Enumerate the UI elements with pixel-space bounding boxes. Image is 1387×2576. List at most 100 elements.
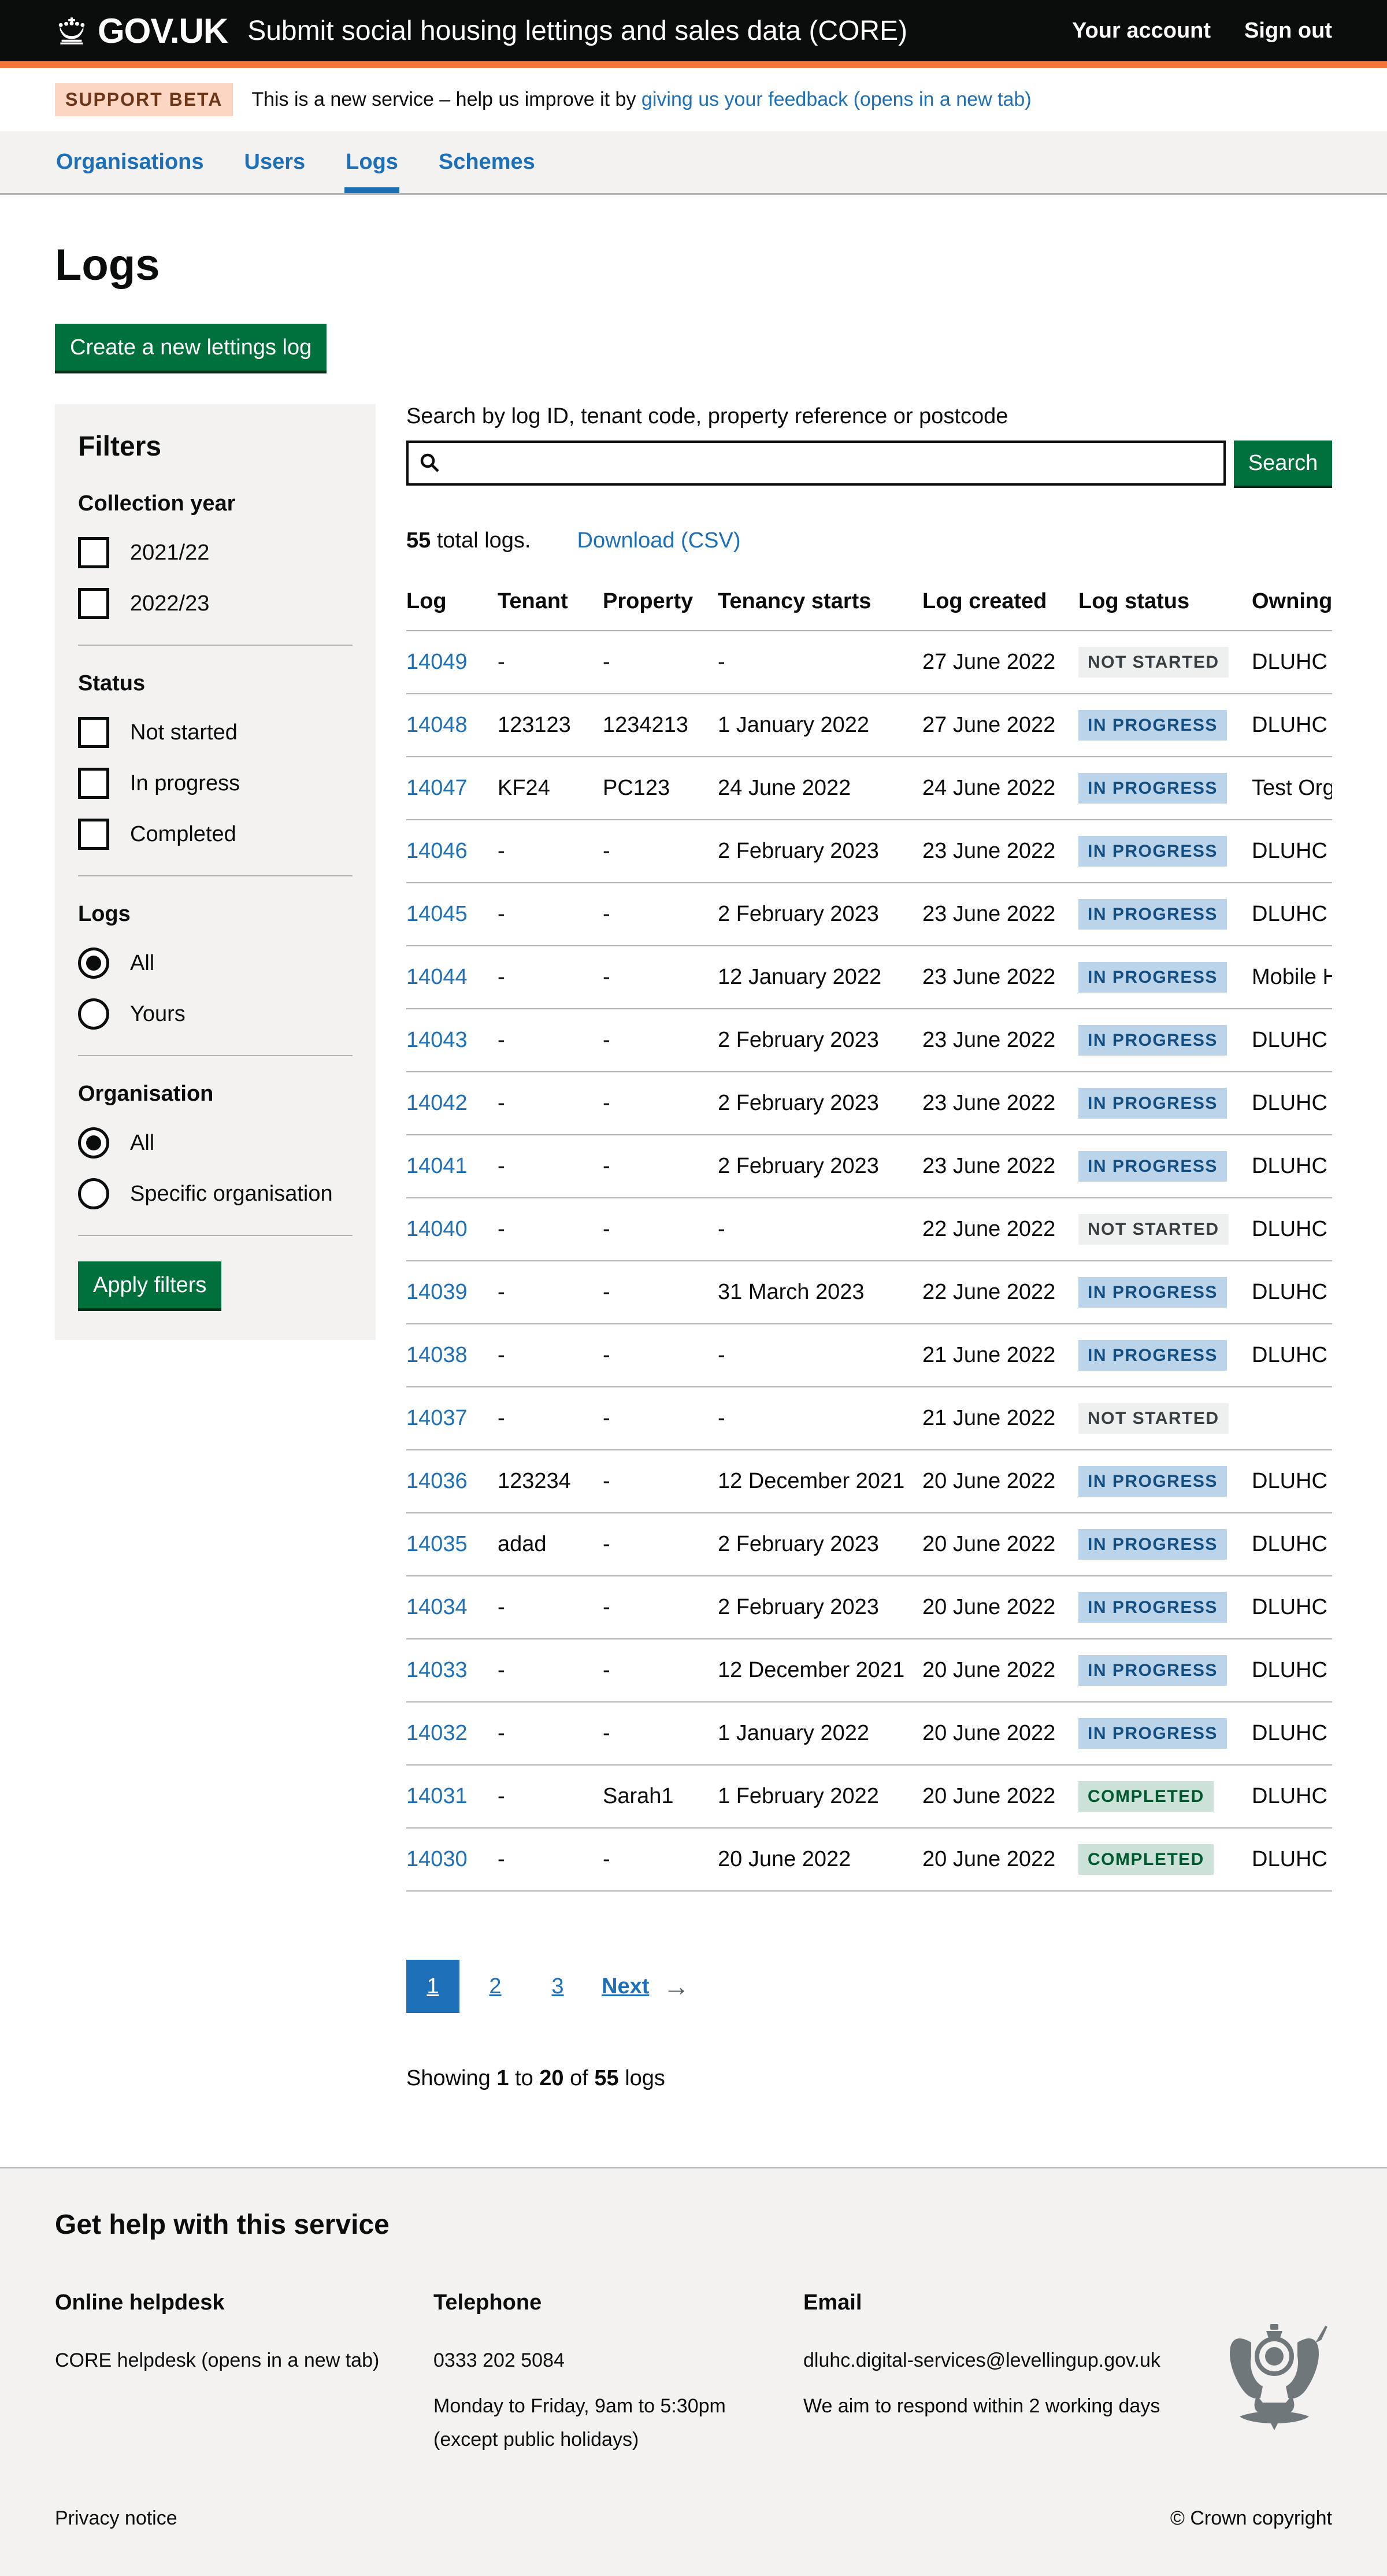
log-link-14035[interactable]: 14035	[406, 1532, 468, 1556]
page-3[interactable]: 3	[551, 1974, 564, 1998]
create-lettings-log-button[interactable]: Create a new lettings log	[55, 324, 327, 371]
crown-copyright-link[interactable]: © Crown copyright	[1170, 2507, 1332, 2529]
cell-property: Sarah1	[603, 1765, 718, 1829]
log-link-14039[interactable]: 14039	[406, 1280, 468, 1304]
log-link-14036[interactable]: 14036	[406, 1469, 468, 1493]
log-link-14045[interactable]: 14045	[406, 902, 468, 926]
next-page-link[interactable]: Next	[602, 1974, 650, 1998]
log-link-14041[interactable]: 14041	[406, 1154, 468, 1178]
filter-option-in-progress[interactable]: In progress	[78, 768, 353, 799]
log-link-14047[interactable]: 14047	[406, 776, 468, 800]
filter-option-not-started[interactable]: Not started	[78, 717, 353, 748]
email-link[interactable]: dluhc.digital-services@levellingup.gov.u…	[803, 2349, 1160, 2371]
radio-specific-organisation[interactable]	[78, 1178, 109, 1209]
cell-log-status: IN PROGRESS	[1078, 946, 1252, 1009]
tab-users[interactable]: Users	[244, 150, 306, 174]
cell-tenancy-starts: 24 June 2022	[718, 757, 922, 820]
table-row: 14041- -2 February 2023 23 June 2022 IN PRO…	[406, 1135, 1332, 1198]
tab-logs[interactable]: Logs	[344, 131, 399, 193]
cell-property: -	[603, 1702, 718, 1766]
log-link-14031[interactable]: 14031	[406, 1784, 468, 1808]
cell-log-created: 23 June 2022	[922, 820, 1078, 883]
log-link-14046[interactable]: 14046	[406, 839, 468, 863]
service-name[interactable]: Submit social housing lettings and sales…	[247, 15, 908, 46]
cell-log-created: 20 June 2022	[922, 1639, 1078, 1702]
log-link-14033[interactable]: 14033	[406, 1658, 468, 1682]
filter-option-2021-22[interactable]: 2021/22	[78, 537, 353, 568]
logs-table-body: 14049- - -27 June 2022 NOT STARTED DLUHC 1404…	[406, 631, 1332, 1892]
log-link-14034[interactable]: 14034	[406, 1595, 468, 1619]
log-link-14032[interactable]: 14032	[406, 1721, 468, 1745]
cell-property: -	[603, 1198, 718, 1261]
download-csv-link[interactable]: Download (CSV)	[577, 528, 741, 553]
log-link-14044[interactable]: 14044	[406, 965, 468, 989]
cell-tenancy-starts: 31 March 2023	[718, 1261, 922, 1324]
radio-all[interactable]	[78, 1127, 109, 1159]
cell-log-id: 14047	[406, 757, 498, 820]
core-helpdesk-link[interactable]: CORE helpdesk (opens in a new tab)	[55, 2349, 380, 2371]
page-1[interactable]: 1	[406, 1960, 459, 2013]
filter-group-organisation: Organisation All Specific organisation	[78, 1082, 353, 1209]
privacy-notice-link[interactable]: Privacy notice	[55, 2507, 177, 2529]
cell-log-status: NOT STARTED	[1078, 1198, 1252, 1261]
cell-log-status: IN PROGRESS	[1078, 1513, 1252, 1576]
log-link-14040[interactable]: 14040	[406, 1217, 468, 1241]
showing-part: logs	[618, 2066, 665, 2090]
cell-tenancy-starts: -	[718, 1387, 922, 1450]
log-link-14042[interactable]: 14042	[406, 1091, 468, 1115]
total-logs-count: 55	[406, 528, 431, 553]
search-input[interactable]	[449, 450, 1213, 476]
showing-part: to	[509, 2066, 540, 2090]
log-link-14043[interactable]: 14043	[406, 1028, 468, 1052]
sign-out-link[interactable]: Sign out	[1244, 18, 1332, 43]
log-link-14030[interactable]: 14030	[406, 1847, 468, 1871]
filter-option-yours[interactable]: Yours	[78, 998, 353, 1030]
feedback-link[interactable]: giving us your feedback (opens in a new …	[641, 88, 1032, 110]
radio-yours[interactable]	[78, 998, 109, 1030]
telephone-heading: Telephone	[433, 2290, 542, 2315]
tab-organisations[interactable]: Organisations	[56, 150, 204, 174]
log-link-14037[interactable]: 14037	[406, 1406, 468, 1430]
log-link-14048[interactable]: 14048	[406, 713, 468, 737]
filter-divider	[78, 1235, 353, 1236]
cell-tenant: -	[498, 1198, 603, 1261]
your-account-link[interactable]: Your account	[1072, 18, 1211, 43]
column-header-owning-organisation: Owning organisation	[1252, 589, 1332, 631]
govuk-logo[interactable]: GOV.UK	[55, 11, 228, 51]
cell-tenant: -	[498, 1765, 603, 1829]
cell-log-created: 27 June 2022	[922, 631, 1078, 694]
log-link-14049[interactable]: 14049	[406, 650, 468, 674]
page-2[interactable]: 2	[489, 1974, 502, 1998]
filter-option-2022-23[interactable]: 2022/23	[78, 588, 353, 619]
apply-filters-button[interactable]: Apply filters	[78, 1261, 222, 1308]
filter-option-all[interactable]: All	[78, 948, 353, 979]
header-links: Your account Sign out	[1072, 18, 1332, 43]
filter-option-all[interactable]: All	[78, 1127, 353, 1159]
cell-tenant: -	[498, 631, 603, 694]
footer-crest-column	[1217, 2286, 1332, 2443]
checkbox-completed[interactable]	[78, 819, 109, 850]
cell-log-status: IN PROGRESS	[1078, 1702, 1252, 1766]
filter-option-completed[interactable]: Completed	[78, 819, 353, 850]
checkbox-2022-23[interactable]	[78, 588, 109, 619]
checkbox-2021-22[interactable]	[78, 537, 109, 568]
table-row: 14037- - -21 June 2022 NOT STARTED	[406, 1387, 1332, 1450]
cell-log-status: IN PROGRESS	[1078, 1450, 1252, 1513]
status-badge: IN PROGRESS	[1078, 1025, 1227, 1056]
log-link-14038[interactable]: 14038	[406, 1343, 468, 1367]
radio-all[interactable]	[78, 948, 109, 979]
cell-log-created: 21 June 2022	[922, 1324, 1078, 1387]
cell-owning-organisation: DLUHC	[1252, 694, 1332, 757]
checkbox-in-progress[interactable]	[78, 768, 109, 799]
checkbox-not-started[interactable]	[78, 717, 109, 748]
status-badge: NOT STARTED	[1078, 647, 1229, 678]
cell-log-created: 21 June 2022	[922, 1387, 1078, 1450]
filter-divider	[78, 875, 353, 876]
cell-owning-organisation: DLUHC Test	[1252, 1702, 1332, 1766]
search-button[interactable]: Search	[1234, 441, 1332, 486]
cell-owning-organisation: DLUHC Test	[1252, 883, 1332, 946]
filter-option-specific-organisation[interactable]: Specific organisation	[78, 1178, 353, 1209]
cell-log-status: IN PROGRESS	[1078, 1072, 1252, 1135]
tab-schemes[interactable]: Schemes	[438, 150, 535, 174]
cell-property: -	[603, 883, 718, 946]
